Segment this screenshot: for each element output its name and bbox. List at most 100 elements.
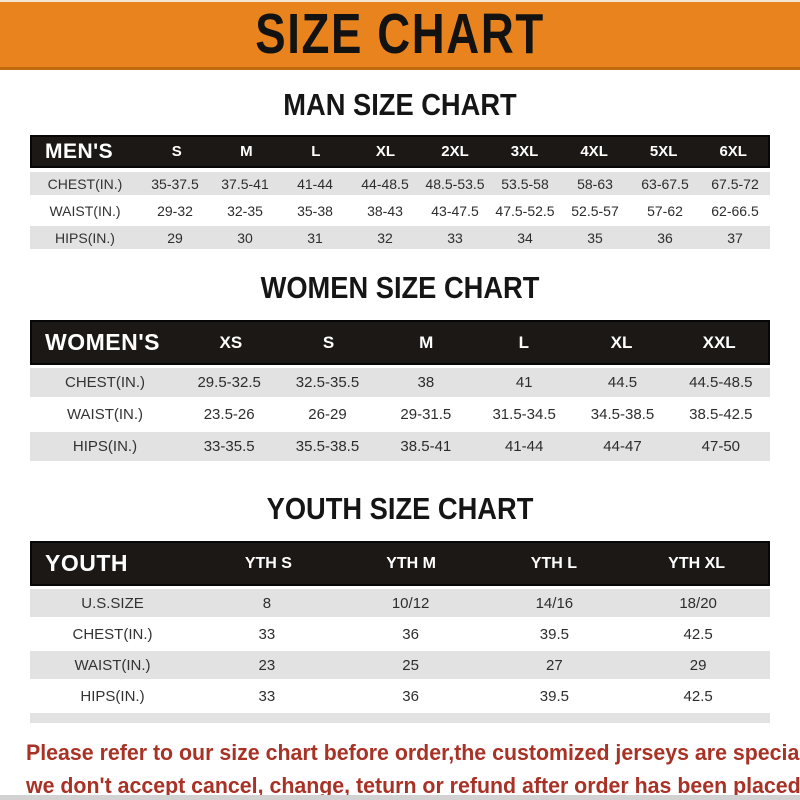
table-header-bar: WOMEN'S XS S M L XL XXL [30,320,770,365]
column-header: 2XL [441,143,469,160]
size-cell: 26-29 [308,406,347,423]
table-row: HIPS(IN.) 29 30 31 32 33 34 35 36 37 [30,226,770,249]
size-cell: 57-62 [647,202,683,219]
size-cell: 33 [258,625,276,643]
table-bottom-strip [30,713,770,723]
column-header: YTH M [386,554,437,572]
size-cell: 39.5 [539,687,569,705]
size-cell: 34.5-38.5 [590,406,655,423]
size-cell: 48.5-53.5 [425,175,485,192]
table-row: CHEST(IN.) 29.5-32.5 32.5-35.5 38 41 44.5 44.5… [30,368,770,397]
table-row: U.S.SIZE 8 10/12 14/16 18/20 [30,589,770,617]
size-cell: 53.5-58 [501,175,549,192]
size-cell: 38.5-42.5 [689,406,753,423]
section-title: WOMEN SIZE CHART [260,270,540,305]
column-header: 3XL [510,143,539,160]
size-cell: 58-63 [577,175,613,192]
row-label: CHEST(IN.) [72,625,153,643]
column-header: YTH L [530,554,577,572]
footer-notice: Please refer to our size chart before or… [26,739,800,799]
table-header-bar: MEN'S S M L XL 2XL 3XL 4XL 5XL 6XL [30,135,770,168]
table-row: HIPS(IN.) 33 36 39.5 42.5 [30,682,770,710]
row-label: CHEST(IN.) [65,374,145,391]
size-cell: 43-47.5 [431,202,479,219]
size-cell: 44.5-48.5 [689,374,753,391]
column-header: XXL [702,332,736,352]
size-cell: 33 [447,229,463,246]
table-row: WAIST(IN.) 23.5-26 26-29 29-31.5 31.5-34.5 34… [30,400,770,429]
size-cell: 36 [402,687,419,705]
size-cell: 44.5 [607,374,638,391]
size-cell: 67.5-72 [711,175,759,192]
column-header: XL [610,332,633,352]
column-header: M [240,143,253,160]
table-row: WAIST(IN.) 29-32 32-35 35-38 38-43 43-47.5 47.… [30,199,770,222]
size-cell: 33 [258,687,276,705]
size-cell: 32 [377,229,393,246]
row-label: HIPS(IN.) [80,687,145,705]
size-cell: 39.5 [539,625,569,643]
size-cell: 27 [546,656,563,674]
group-label: MEN'S [45,139,114,163]
size-cell: 32.5-35.5 [295,374,360,391]
column-header: M [419,332,434,352]
size-cell: 37.5-41 [221,175,269,192]
column-header: L [311,143,321,160]
size-cell: 29.5-32.5 [197,374,261,391]
size-cell: 38-43 [367,202,403,219]
size-cell: 35-37.5 [151,175,199,192]
size-cell: 42.5 [683,625,713,643]
size-cell: 10/12 [391,594,430,612]
size-cell: 14/16 [535,594,574,612]
row-label: U.S.SIZE [81,594,144,612]
size-cell: 29 [689,656,707,674]
notice-line-2: we don't accept cancel, change, teturn o… [26,772,800,798]
section-womens: WOMEN SIZE CHART WOMEN'S XS S M L XL XXL CHEST(I… [0,249,800,461]
size-cell: 23.5-26 [203,406,255,423]
table-row: CHEST(IN.) 33 36 39.5 42.5 [30,620,770,648]
size-cell: 37 [727,229,743,246]
section-mens: MAN SIZE CHART MEN'S S M L XL 2XL 3XL 4XL 5XL 6XL C… [0,70,800,249]
size-cell: 44-47 [603,438,642,455]
page-title: SIZE CHART [255,2,545,66]
bottom-edge-strip [0,795,800,800]
group-label: WOMEN'S [45,329,161,355]
size-cell: 31.5-34.5 [492,406,556,423]
size-cell: 18/20 [679,594,717,612]
column-header: 5XL [649,143,678,160]
column-header: S [322,332,335,352]
column-header: S [171,143,182,160]
size-cell: 44-48.5 [361,175,409,192]
section-youth: YOUTH SIZE CHART YOUTH YTH S YTH M YTH L YTH … [0,461,800,723]
column-header: 6XL [719,143,747,160]
row-label: WAIST(IN.) [49,202,121,219]
column-header: L [518,332,530,352]
size-cell: 23 [258,656,276,674]
size-cell: 34 [517,229,533,246]
size-cell: 41-44 [504,438,544,455]
banner: SIZE CHART [0,0,800,70]
size-cell: 29 [167,229,183,246]
section-title: MAN SIZE CHART [283,87,517,122]
table-row: HIPS(IN.) 33-35.5 35.5-38.5 38.5-41 41-44 44-… [30,432,770,461]
size-cell: 52.5-57 [571,202,619,219]
size-cell: 63-67.5 [641,175,689,192]
size-cell: 29-31.5 [400,406,452,423]
size-cell: 36 [657,229,673,246]
section-title: YOUTH SIZE CHART [266,491,534,526]
size-cell: 42.5 [683,687,713,705]
size-cell: 38 [417,374,435,391]
column-header: XS [219,332,243,352]
size-cell: 47.5-52.5 [495,202,555,219]
size-cell: 41 [515,374,533,391]
row-label: HIPS(IN.) [72,438,138,455]
size-cell: 32-35 [227,202,263,219]
size-cell: 30 [237,229,253,246]
table-row: CHEST(IN.) 35-37.5 37.5-41 41-44 44-48.5 48.5… [30,172,770,195]
size-cell: 31 [307,229,323,246]
column-header: YTH S [244,554,292,572]
table-header-bar: YOUTH YTH S YTH M YTH L YTH XL [30,541,770,586]
size-cell: 62-66.5 [711,202,759,219]
size-cell: 25 [402,656,419,674]
row-label: WAIST(IN.) [74,656,151,674]
